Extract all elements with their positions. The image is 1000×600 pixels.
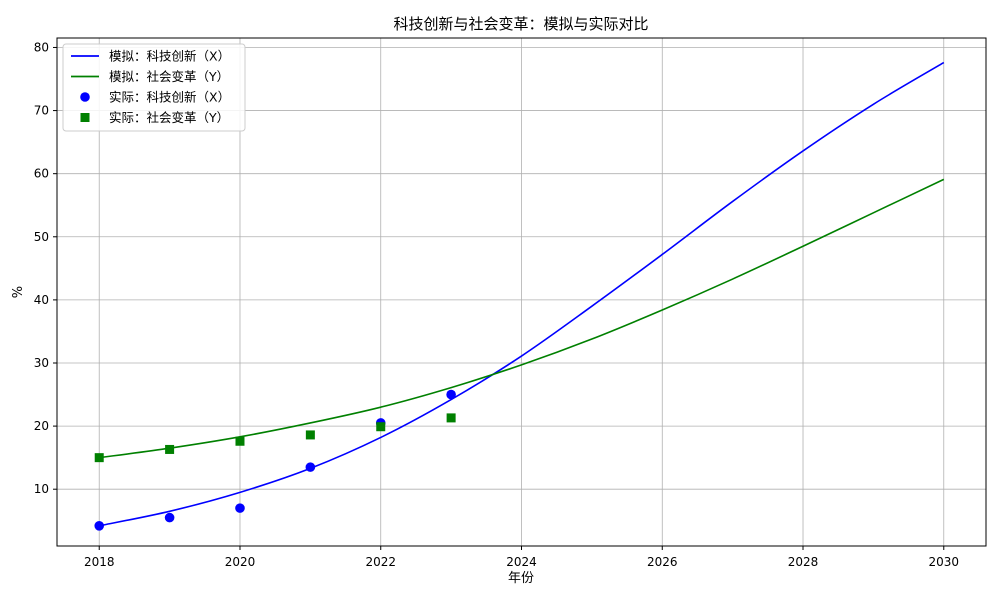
x-tick-label: 2024 xyxy=(506,555,537,569)
series-line xyxy=(99,61,945,527)
chart-title: 科技创新与社会变革：模拟与实际对比 xyxy=(393,15,648,33)
data-point-square xyxy=(446,413,456,423)
data-point-circle xyxy=(446,389,456,400)
data-point-square xyxy=(376,422,386,432)
y-tick-label: 30 xyxy=(34,356,49,370)
y-axis-label: % xyxy=(11,286,26,298)
data-point-circle xyxy=(164,512,175,523)
x-axis-label: 年份 xyxy=(508,571,534,586)
legend-label: 实际：社会变革（Y） xyxy=(109,110,229,125)
x-tick-label: 2026 xyxy=(647,555,678,569)
data-point-square xyxy=(94,453,104,463)
data-point-circle xyxy=(305,462,316,472)
legend-label: 实际：科技创新（X） xyxy=(109,90,230,105)
data-point-circle xyxy=(235,503,245,513)
y-tick-label: 70 xyxy=(34,104,49,118)
x-tick-label: 2022 xyxy=(365,555,396,569)
legend-circle-swatch xyxy=(80,92,90,102)
grid xyxy=(57,38,986,546)
data-point-circle xyxy=(94,521,105,531)
legend-label: 模拟：社会变革（Y） xyxy=(109,69,229,84)
y-tick-label: 50 xyxy=(34,230,49,244)
x-tick-label: 2018 xyxy=(84,555,115,569)
y-tick-label: 20 xyxy=(34,419,49,433)
legend-square-swatch xyxy=(80,113,90,122)
y-tick-label: 40 xyxy=(34,293,49,307)
y-tick-label: 60 xyxy=(34,167,49,181)
x-tick-label: 2020 xyxy=(225,555,256,569)
y-tick-label: 10 xyxy=(34,482,49,496)
y-tick-label: 80 xyxy=(34,40,49,54)
series-group xyxy=(94,61,945,531)
legend-label: 模拟：科技创新（X） xyxy=(109,49,230,64)
data-point-square xyxy=(305,430,315,440)
x-tick-label: 2028 xyxy=(788,555,819,569)
x-tick-label: 2030 xyxy=(928,555,959,569)
tick-group: 2018 2020 2022 2024 2026 2028 2030102030405060… xyxy=(34,40,959,569)
data-point-square xyxy=(235,436,245,446)
data-point-square xyxy=(165,444,175,454)
legend: 模拟：科技创新（X） 模拟：社会变革（Y） 实际：科技创新（X） 实际：社会变革（Y） xyxy=(62,43,246,132)
legend-box xyxy=(62,43,246,132)
